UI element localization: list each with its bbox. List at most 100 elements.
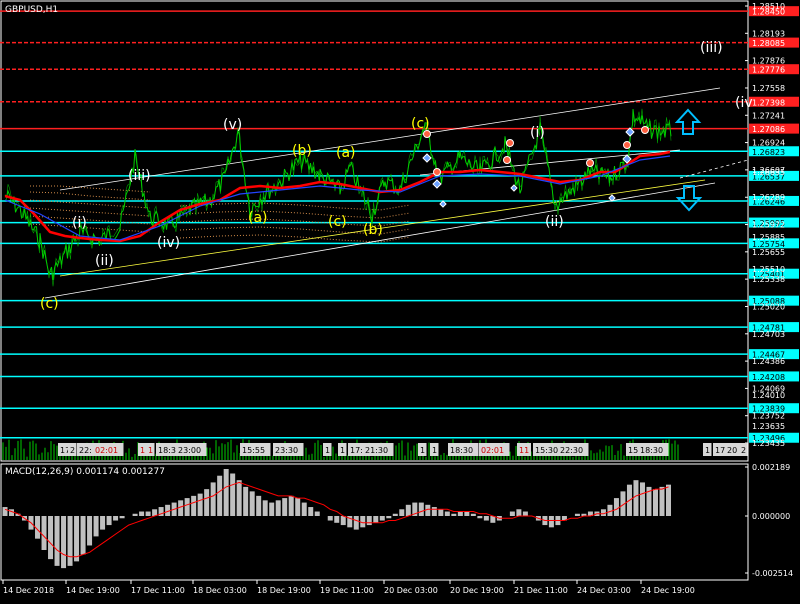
session-tag [430, 443, 439, 456]
resistance-price-label: 1.27398 [752, 98, 785, 107]
session-tag [725, 443, 739, 456]
session-tag-label: 17 [60, 446, 70, 455]
wave-label: (iv [735, 95, 753, 111]
price-tick-label: 1.24703 [752, 330, 785, 339]
macd-scale-label: 0.000000 [752, 512, 790, 521]
session-tag-label: 21:30 [365, 446, 388, 455]
buy-marker [439, 200, 447, 208]
support-price-tag [749, 403, 799, 414]
session-tag [418, 443, 427, 456]
macd-scale: 0.002189 0.000000 -0.002514 [745, 463, 793, 578]
price-tick-label: 1.26289 [752, 193, 785, 202]
session-tag [638, 443, 669, 456]
session-tag [703, 443, 712, 456]
wave-label: (c) [40, 296, 59, 312]
wave-label: (iii) [700, 40, 723, 56]
time-label: 20 Dec 03:00 [384, 586, 438, 595]
session-tag-label: 22: [79, 446, 92, 455]
price-label: 1.24010 [752, 391, 785, 400]
chart-frame [0, 0, 749, 581]
arrow-down-icon [675, 185, 703, 212]
support-price-tag [749, 432, 799, 443]
sell-marker [423, 130, 431, 138]
time-label: 17 Dec 11:00 [131, 586, 185, 595]
support-price-tag [749, 349, 799, 360]
support-price-label: 1.25754 [752, 240, 785, 249]
trend-line-upper [59, 87, 721, 191]
sell-marker [433, 168, 441, 176]
support-price-tag [749, 195, 799, 206]
session-tag-label: 2 [70, 446, 75, 455]
session-tag-label: 1 [148, 446, 153, 455]
session-tag-label: 23:30 [275, 446, 298, 455]
price-axis-extra-labels: 1.25885 1.25510 1.26635 1.24010 1.23635 [752, 168, 785, 431]
session-tag-label: 1 [420, 446, 425, 455]
session-tag [138, 443, 147, 456]
price-tick-label: 1.24069 [752, 384, 785, 393]
resistance-price-tag [749, 6, 799, 17]
support-price-label: 1.26537 [752, 172, 785, 181]
buy-marker [608, 194, 616, 202]
time-label: 24 Dec 19:00 [641, 586, 695, 595]
direction-arrows [674, 108, 703, 212]
support-price-label: 1.25401 [752, 270, 785, 279]
session-tag-label: 1 [325, 446, 330, 455]
price-tick-label: 1.28193 [752, 29, 785, 38]
session-tag [338, 443, 347, 456]
moving-average-blue [4, 155, 671, 241]
price-tick-label: 1.23752 [752, 412, 785, 421]
session-tag-label: 17 [715, 446, 725, 455]
support-price-tag [749, 295, 799, 306]
sell-marker [641, 126, 649, 134]
buy-marker [432, 179, 442, 189]
session-tag-label: 18:30 [450, 446, 473, 455]
time-label: 20 Dec 19:00 [450, 586, 504, 595]
session-tag [93, 443, 124, 456]
arrow-up-icon [674, 108, 702, 135]
support-price-label: 1.23496 [752, 434, 785, 443]
time-label: 19 Dec 11:00 [320, 586, 374, 595]
buy-marker [422, 153, 432, 163]
support-price-tag [749, 238, 799, 249]
price-tick-label: 1.27241 [752, 111, 785, 120]
wave-label: (ii) [545, 214, 564, 230]
resistance-price-tag [749, 64, 799, 75]
time-label: 14 Dec 2018 [3, 586, 54, 595]
support-price-label: 1.24208 [752, 373, 785, 382]
wave-label: (ii) [95, 253, 114, 269]
price-label: 1.25885 [752, 233, 785, 242]
resistance-price-tag [749, 37, 799, 48]
wave-label: (a) [336, 145, 356, 161]
session-tag-label: 1 [140, 446, 145, 455]
wave-label: (c) [411, 116, 430, 132]
level-lines: 1.28450 1.28085 1.27776 1.27398 1.27086 1.268… [0, 6, 799, 443]
session-tag [713, 443, 727, 456]
support-price-label: 1.26246 [752, 197, 785, 206]
buy-marker [625, 127, 635, 137]
support-price-tag [749, 217, 799, 228]
macd-title: MACD(12,26,9) 0.001174 0.001277 [5, 467, 165, 477]
price-tick-label: 1.25655 [752, 248, 785, 257]
support-price-label: 1.24781 [752, 324, 785, 333]
wave-label: (c) [328, 214, 347, 230]
price-tick-label: 1.27876 [752, 57, 785, 66]
chart-title: GBPUSD,H1 [5, 5, 58, 15]
time-label: 18 Dec 03:00 [193, 586, 247, 595]
support-price-label: 1.26823 [752, 148, 785, 157]
sell-marker [503, 156, 511, 164]
time-label: 24 Dec 03:00 [577, 586, 631, 595]
session-tag [739, 443, 748, 456]
support-price-label: 1.25088 [752, 297, 785, 306]
wave-label: (b) [292, 143, 312, 159]
signal-markers [422, 126, 649, 208]
wave-label: (iii) [128, 168, 151, 184]
session-tag-label: 22:30 [560, 446, 583, 455]
buy-marker [622, 154, 632, 164]
price-label: 1.23635 [752, 422, 785, 431]
resistance-price-label: 1.28085 [752, 39, 785, 48]
sell-marker [506, 139, 514, 147]
session-tag [273, 443, 304, 456]
trend-line-lower-white [44, 182, 716, 299]
session-tag-label: 02:01 [95, 446, 118, 455]
